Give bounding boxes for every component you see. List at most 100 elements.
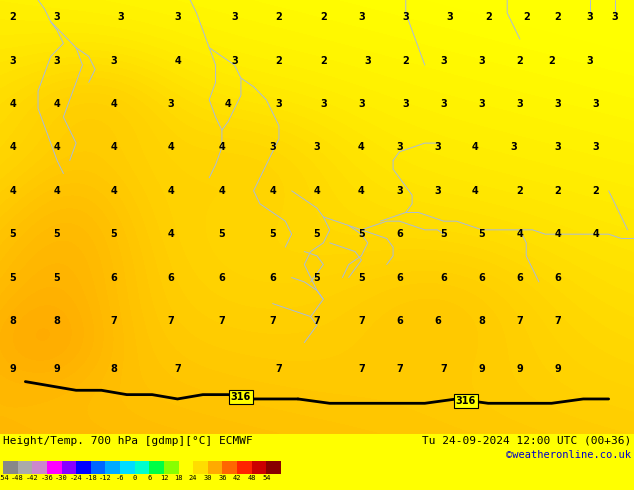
Text: 5: 5 [54,229,60,239]
Text: 3: 3 [10,56,16,66]
Text: 2: 2 [593,186,599,196]
Bar [252,461,266,474]
Text: 4: 4 [517,229,523,239]
Text: 7: 7 [276,364,282,373]
Text: 3: 3 [510,143,517,152]
Text: 6: 6 [479,272,485,283]
Bar [18,461,32,474]
Text: 3: 3 [593,99,599,109]
Text: 3: 3 [586,56,593,66]
Text: 5: 5 [479,229,485,239]
Text: 4: 4 [225,99,231,109]
Text: -54: -54 [0,475,10,481]
Text: 3: 3 [517,99,523,109]
Text: 2: 2 [517,56,523,66]
Text: -42: -42 [26,475,39,481]
Bar [134,461,150,474]
Text: 6: 6 [441,272,447,283]
Text: 4: 4 [10,143,16,152]
Text: 3: 3 [403,99,409,109]
Text: 2: 2 [548,56,555,66]
Text: 18: 18 [174,475,183,481]
Text: 0: 0 [133,475,137,481]
Text: -24: -24 [70,475,82,481]
Text: 5: 5 [314,229,320,239]
Text: 48: 48 [247,475,256,481]
Text: 9: 9 [479,364,485,373]
Text: 6: 6 [517,272,523,283]
Text: 4: 4 [219,186,225,196]
Text: 3: 3 [396,186,403,196]
Text: 4: 4 [10,99,16,109]
Text: 3: 3 [111,56,117,66]
Text: 2: 2 [485,12,491,23]
Text: 9: 9 [54,364,60,373]
Text: 3: 3 [320,99,327,109]
Text: 3: 3 [365,56,371,66]
Text: 4: 4 [54,143,60,152]
Text: 6: 6 [555,272,561,283]
Bar [266,461,281,474]
Text: 6: 6 [168,272,174,283]
Text: Height/Temp. 700 hPa [gdmp][°C] ECMWF: Height/Temp. 700 hPa [gdmp][°C] ECMWF [3,436,253,446]
Text: 2: 2 [523,12,529,23]
Text: 2: 2 [276,56,282,66]
Bar [120,461,134,474]
Text: 4: 4 [358,143,365,152]
Bar [237,461,252,474]
Text: 4: 4 [219,143,225,152]
Text: 8: 8 [479,316,485,326]
Text: 3: 3 [441,56,447,66]
Text: 7: 7 [358,316,365,326]
Text: 4: 4 [168,143,174,152]
Text: 5: 5 [111,229,117,239]
Text: 2: 2 [320,56,327,66]
Text: 2: 2 [403,56,409,66]
Text: 5: 5 [269,229,276,239]
Text: 2: 2 [517,186,523,196]
Text: 7: 7 [396,364,403,373]
Text: 5: 5 [314,272,320,283]
Text: 2: 2 [555,186,561,196]
Bar [47,461,61,474]
Text: 9: 9 [517,364,523,373]
Text: 3: 3 [117,12,124,23]
Text: 6: 6 [147,475,152,481]
Text: 7: 7 [219,316,225,326]
Text: 9: 9 [555,364,561,373]
Text: 3: 3 [231,12,238,23]
Text: Tu 24-09-2024 12:00 UTC (00+36): Tu 24-09-2024 12:00 UTC (00+36) [422,436,631,446]
Bar [105,461,120,474]
Text: -36: -36 [41,475,53,481]
Bar [76,461,91,474]
Text: 4: 4 [111,99,117,109]
Text: 7: 7 [174,364,181,373]
Text: 4: 4 [111,143,117,152]
Text: 12: 12 [160,475,168,481]
Text: 5: 5 [54,272,60,283]
Text: 8: 8 [54,316,60,326]
Text: 3: 3 [479,99,485,109]
Text: -30: -30 [55,475,68,481]
Text: 7: 7 [358,364,365,373]
Text: 5: 5 [358,229,365,239]
Text: 3: 3 [555,99,561,109]
Text: 42: 42 [233,475,242,481]
Text: 3: 3 [396,143,403,152]
Text: 3: 3 [434,143,441,152]
Text: 4: 4 [314,186,320,196]
Text: 3: 3 [231,56,238,66]
Bar [3,461,18,474]
Text: 3: 3 [447,12,453,23]
Text: 7: 7 [555,316,561,326]
Text: 3: 3 [555,143,561,152]
Text: -18: -18 [84,475,97,481]
Text: 4: 4 [472,143,479,152]
Text: 6: 6 [434,316,441,326]
Bar [223,461,237,474]
Text: 3: 3 [314,143,320,152]
Bar [208,461,223,474]
Text: 4: 4 [593,229,599,239]
Text: -48: -48 [11,475,24,481]
Text: 9: 9 [10,364,16,373]
